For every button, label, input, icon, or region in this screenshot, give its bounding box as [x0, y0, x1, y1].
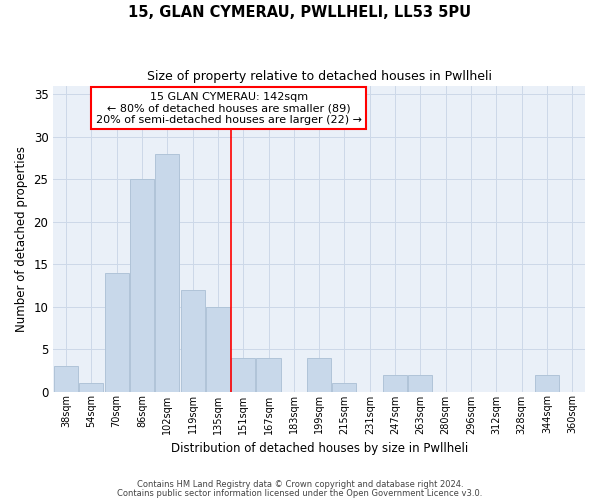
- Text: 15, GLAN CYMERAU, PWLLHELI, LL53 5PU: 15, GLAN CYMERAU, PWLLHELI, LL53 5PU: [128, 5, 472, 20]
- X-axis label: Distribution of detached houses by size in Pwllheli: Distribution of detached houses by size …: [170, 442, 468, 455]
- Bar: [130, 179, 154, 392]
- Bar: [181, 290, 205, 392]
- Title: Size of property relative to detached houses in Pwllheli: Size of property relative to detached ho…: [146, 70, 491, 83]
- Bar: [79, 383, 103, 392]
- Y-axis label: Number of detached properties: Number of detached properties: [15, 146, 28, 332]
- Bar: [104, 272, 128, 392]
- Bar: [206, 306, 230, 392]
- Bar: [231, 358, 255, 392]
- Bar: [307, 358, 331, 392]
- Bar: [155, 154, 179, 392]
- Bar: [383, 374, 407, 392]
- Bar: [256, 358, 281, 392]
- Bar: [54, 366, 78, 392]
- Bar: [409, 374, 433, 392]
- Text: Contains public sector information licensed under the Open Government Licence v3: Contains public sector information licen…: [118, 489, 482, 498]
- Bar: [535, 374, 559, 392]
- Text: Contains HM Land Registry data © Crown copyright and database right 2024.: Contains HM Land Registry data © Crown c…: [137, 480, 463, 489]
- Bar: [332, 383, 356, 392]
- Text: 15 GLAN CYMERAU: 142sqm
← 80% of detached houses are smaller (89)
20% of semi-de: 15 GLAN CYMERAU: 142sqm ← 80% of detache…: [96, 92, 362, 125]
